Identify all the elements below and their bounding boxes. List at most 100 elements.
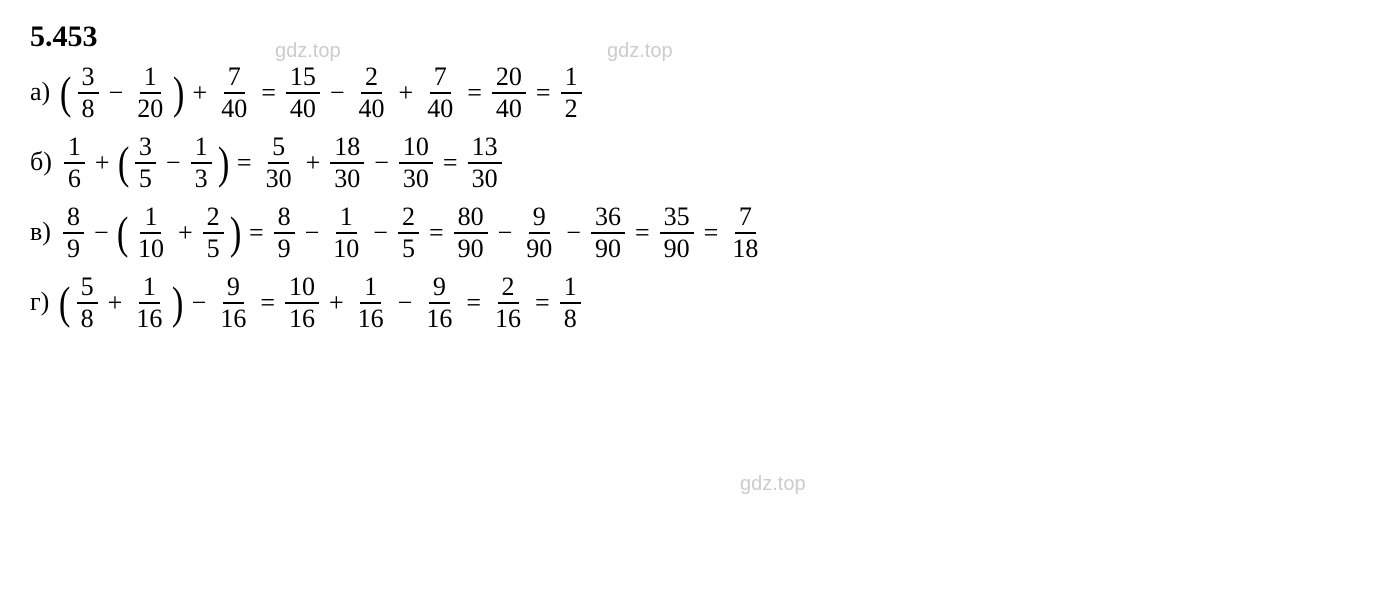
denominator: 16	[216, 304, 250, 332]
denominator: 40	[492, 94, 526, 122]
equals-op: =	[249, 218, 264, 248]
minus-op: −	[109, 78, 124, 108]
fraction: 110	[134, 204, 168, 262]
fraction: 120	[133, 64, 167, 122]
fraction: 1830	[330, 134, 364, 192]
expression-b: 16 + ( 35 − 13 ) = 530 + 1830 − 1030 = 1…	[60, 134, 506, 192]
denominator: 40	[423, 94, 457, 122]
denominator: 30	[330, 164, 364, 192]
minus-op: −	[566, 218, 581, 248]
plus-op: +	[329, 288, 344, 318]
row-label: б)	[30, 147, 52, 179]
denominator: 8	[77, 304, 98, 332]
denominator: 30	[262, 164, 296, 192]
row-label: г)	[30, 287, 49, 319]
fraction: 718	[728, 204, 762, 262]
denominator: 9	[63, 234, 84, 262]
numerator: 1	[560, 274, 581, 304]
fraction: 916	[216, 274, 250, 332]
fraction: 1030	[399, 134, 433, 192]
close-paren: )	[230, 215, 241, 252]
open-paren: (	[60, 75, 71, 112]
equals-op: =	[536, 78, 551, 108]
equals-op: =	[466, 288, 481, 318]
fraction: 12	[561, 64, 582, 122]
numerator: 35	[660, 204, 694, 234]
numerator: 3	[135, 134, 156, 164]
open-paren: (	[117, 215, 128, 252]
denominator: 16	[422, 304, 456, 332]
plus-op: +	[108, 288, 123, 318]
fraction: 240	[355, 64, 389, 122]
denominator: 90	[454, 234, 488, 262]
minus-op: −	[166, 148, 181, 178]
numerator: 10	[285, 274, 319, 304]
fraction: 116	[132, 274, 166, 332]
plus-op: +	[399, 78, 414, 108]
numerator: 2	[398, 204, 419, 234]
denominator: 90	[660, 234, 694, 262]
close-paren: )	[172, 285, 183, 322]
fraction: 89	[63, 204, 84, 262]
numerator: 7	[430, 64, 451, 94]
fraction: 89	[274, 204, 295, 262]
numerator: 20	[492, 64, 526, 94]
denominator: 5	[398, 234, 419, 262]
fraction: 1330	[468, 134, 502, 192]
fraction: 3590	[660, 204, 694, 262]
fraction: 3690	[591, 204, 625, 262]
numerator: 1	[139, 274, 160, 304]
fraction: 740	[217, 64, 251, 122]
fraction: 116	[354, 274, 388, 332]
watermark-text: gdz.top	[740, 473, 806, 496]
numerator: 36	[591, 204, 625, 234]
denominator: 16	[491, 304, 525, 332]
fraction: 110	[329, 204, 363, 262]
minus-op: −	[373, 218, 388, 248]
expression-d: ( 58 + 116 ) − 916 = 1016 + 116 − 916 = …	[57, 274, 584, 332]
minus-op: −	[374, 148, 389, 178]
numerator: 8	[63, 204, 84, 234]
denominator: 30	[399, 164, 433, 192]
denominator: 30	[468, 164, 502, 192]
numerator: 2	[498, 274, 519, 304]
denominator: 8	[560, 304, 581, 332]
fraction: 35	[135, 134, 156, 192]
numerator: 1	[140, 204, 161, 234]
minus-op: −	[305, 218, 320, 248]
minus-op: −	[398, 288, 413, 318]
fraction: 916	[422, 274, 456, 332]
numerator: 1	[561, 64, 582, 94]
row-label: в)	[30, 217, 51, 249]
equals-op: =	[704, 218, 719, 248]
fraction: 8090	[454, 204, 488, 262]
denominator: 16	[132, 304, 166, 332]
equals-op: =	[443, 148, 458, 178]
numerator: 7	[224, 64, 245, 94]
denominator: 9	[274, 234, 295, 262]
denominator: 16	[354, 304, 388, 332]
fraction: 990	[522, 204, 556, 262]
denominator: 10	[329, 234, 363, 262]
numerator: 15	[286, 64, 320, 94]
denominator: 5	[135, 164, 156, 192]
fraction: 16	[64, 134, 85, 192]
denominator: 10	[134, 234, 168, 262]
fraction: 25	[203, 204, 224, 262]
equals-op: =	[429, 218, 444, 248]
numerator: 1	[336, 204, 357, 234]
row-c: в) 89 − ( 110 + 25 ) = 89 − 110 − 25 = 8…	[30, 204, 1346, 262]
equals-op: =	[260, 288, 275, 318]
numerator: 7	[735, 204, 756, 234]
denominator: 3	[191, 164, 212, 192]
close-paren: )	[173, 75, 184, 112]
denominator: 5	[203, 234, 224, 262]
denominator: 6	[64, 164, 85, 192]
expression-a: ( 38 − 120 ) + 740 = 1540 − 240 + 740 = …	[58, 64, 585, 122]
numerator: 1	[191, 134, 212, 164]
equals-op: =	[467, 78, 482, 108]
denominator: 2	[561, 94, 582, 122]
denominator: 40	[355, 94, 389, 122]
fraction: 38	[78, 64, 99, 122]
numerator: 10	[399, 134, 433, 164]
